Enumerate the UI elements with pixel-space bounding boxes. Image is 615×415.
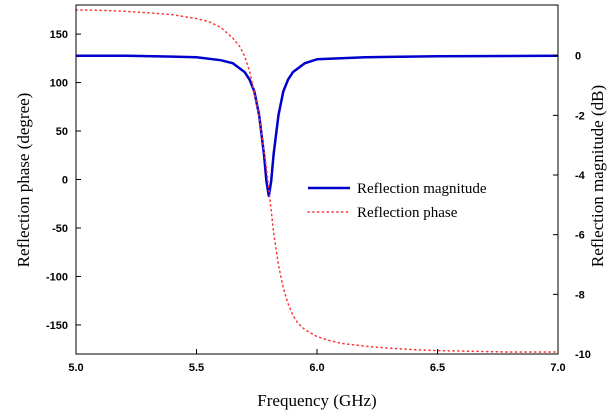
magnitude-series-line [76, 54, 559, 198]
x-axis-title: Frequency (GHz) [257, 391, 376, 410]
right-y-tick-label: -10 [575, 349, 591, 361]
right-y-tick-label: -4 [575, 170, 586, 182]
left-y-tick-label: -50 [52, 223, 68, 235]
right-y-tick-label: -6 [575, 230, 585, 242]
left-y-axis-title: Reflection phase (degree) [14, 93, 33, 268]
left-y-tick-label: 50 [56, 126, 68, 138]
x-tick-label: 5.5 [189, 362, 204, 374]
right-y-tick-label: -2 [575, 110, 585, 122]
series-layer [75, 9, 559, 353]
left-y-tick-label: 150 [50, 29, 68, 41]
x-tick-label: 6.0 [309, 362, 324, 374]
x-tick-label: 5.0 [68, 362, 83, 374]
left-y-tick-label: 100 [50, 78, 68, 90]
right-y-tick-label: 0 [575, 51, 581, 63]
right-y-axis-title: Reflection magnitude (dB) [588, 85, 607, 267]
x-tick-label: 7.0 [550, 362, 565, 374]
x-tick-label: 6.5 [430, 362, 445, 374]
left-y-tick-label: 0 [62, 175, 68, 187]
legend-label-phase: Reflection phase [357, 205, 458, 221]
left-y-tick-label: -100 [46, 271, 68, 283]
left-y-tick-label: -150 [46, 320, 68, 332]
phase-series-line [75, 9, 559, 353]
axes-layer: 5.0 5.5 6.0 6.5 7.0 -150 -100 -50 0 50 100 150 -10 -8… [46, 29, 591, 374]
legend: Reflection magnitude Reflection phase [307, 181, 487, 221]
right-y-tick-label: -8 [575, 289, 585, 301]
legend-label-magnitude: Reflection magnitude [357, 181, 487, 197]
